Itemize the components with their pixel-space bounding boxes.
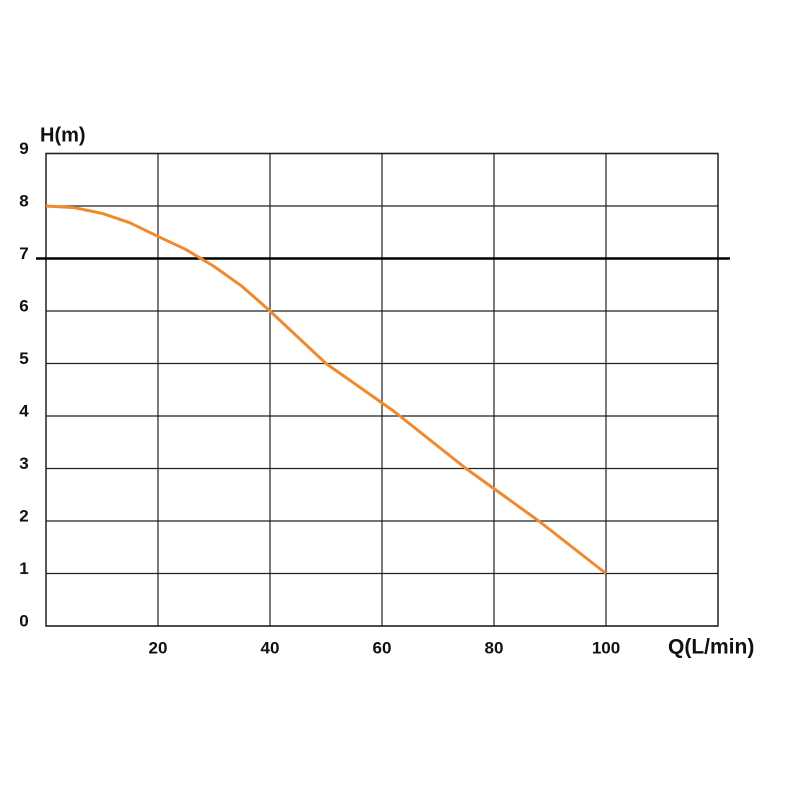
y-tick-label: 1 [19,559,28,578]
data-line [45,204,607,575]
y-tick-label: 5 [19,349,28,368]
x-tick-label: 60 [373,638,392,657]
y-tick-label: 0 [19,611,28,630]
y-tick-label: 7 [19,244,28,263]
x-axis-label: Q(L/min) [668,636,754,659]
y-tick-label: 8 [19,191,28,210]
y-tick-label: 9 [19,139,28,158]
y-tick-label: 4 [19,401,29,420]
x-tick-label: 80 [485,638,504,657]
x-tick-label: 20 [149,638,168,657]
y-axis-label: H(m) [40,124,86,146]
x-tick-label: 40 [261,638,280,657]
x-tick-label: 100 [592,638,620,657]
y-tick-label: 6 [19,296,28,315]
y-tick-label: 3 [19,454,28,473]
y-tick-label: 2 [19,506,28,525]
